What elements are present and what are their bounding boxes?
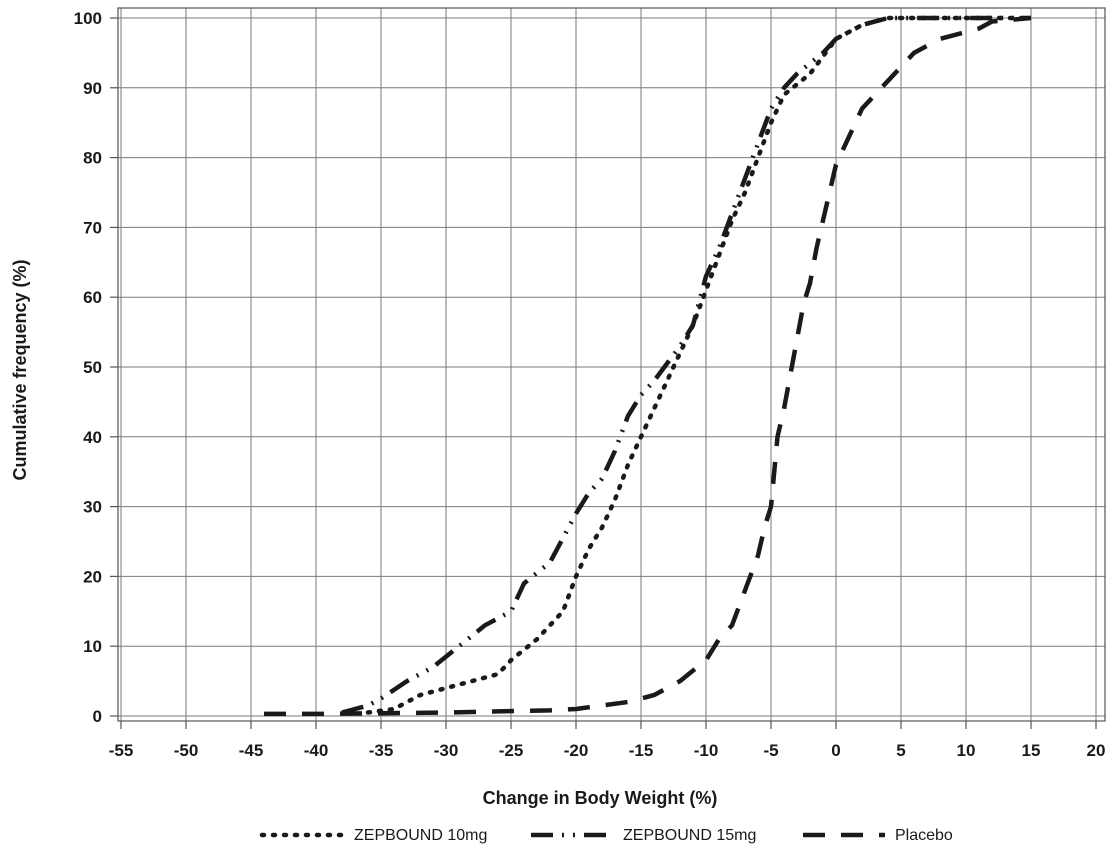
series-line-2 bbox=[341, 15, 1031, 715]
legend: ZEPBOUND 10mg ZEPBOUND 15mg Placebo bbox=[259, 827, 953, 844]
y-tick-label: 50 bbox=[83, 358, 102, 377]
x-tick-label: -10 bbox=[694, 741, 719, 760]
y-tick-label: 60 bbox=[83, 288, 102, 307]
legend-item: ZEPBOUND 10mg bbox=[259, 827, 487, 844]
x-tick-label: -35 bbox=[369, 741, 394, 760]
x-tick-label: 5 bbox=[896, 741, 905, 760]
legend-label: ZEPBOUND 15mg bbox=[623, 827, 756, 844]
x-tick-label: -20 bbox=[564, 741, 589, 760]
legend-label: ZEPBOUND 10mg bbox=[354, 827, 487, 844]
x-tick-label: -40 bbox=[304, 741, 329, 760]
x-tick-label: -15 bbox=[629, 741, 654, 760]
y-tick-label: 0 bbox=[93, 707, 102, 726]
x-tick-label: -25 bbox=[499, 741, 524, 760]
x-axis-title: Change in Body Weight (%) bbox=[483, 788, 718, 808]
x-tick-label: -30 bbox=[434, 741, 459, 760]
y-tick-label: 30 bbox=[83, 498, 102, 517]
x-tick-label: -55 bbox=[109, 741, 134, 760]
grid bbox=[118, 8, 1105, 721]
series-line-1 bbox=[365, 15, 1034, 715]
x-axis-ticks: -55 -50 -45 -40 -35 -30 -25 -20 -15 -10 -5 0 5 10 15 20 bbox=[109, 721, 1106, 760]
x-tick-label: -45 bbox=[239, 741, 264, 760]
x-tick-label: 15 bbox=[1022, 741, 1041, 760]
series-line-3 bbox=[264, 15, 1032, 717]
y-tick-label: 100 bbox=[74, 9, 102, 28]
x-tick-label: 0 bbox=[831, 741, 840, 760]
y-axis-ticks: 0 10 20 30 40 50 60 70 80 90 100 bbox=[74, 9, 118, 726]
y-tick-label: 10 bbox=[83, 637, 102, 656]
y-tick-label: 20 bbox=[83, 567, 102, 586]
y-tick-label: 80 bbox=[83, 149, 102, 168]
y-tick-label: 70 bbox=[83, 218, 102, 237]
legend-label: Placebo bbox=[895, 827, 953, 844]
x-tick-label: 10 bbox=[957, 741, 976, 760]
x-tick-label: -50 bbox=[174, 741, 199, 760]
plot-frame bbox=[117, 7, 1106, 722]
y-axis-title: Cumulative frequency (%) bbox=[10, 259, 30, 480]
legend-item: ZEPBOUND 15mg bbox=[531, 827, 756, 844]
x-tick-label: 20 bbox=[1087, 741, 1106, 760]
legend-item: Placebo bbox=[803, 827, 953, 844]
y-tick-label: 40 bbox=[83, 428, 102, 447]
series-group bbox=[264, 15, 1034, 717]
y-tick-label: 90 bbox=[83, 79, 102, 98]
x-tick-label: -5 bbox=[763, 741, 778, 760]
